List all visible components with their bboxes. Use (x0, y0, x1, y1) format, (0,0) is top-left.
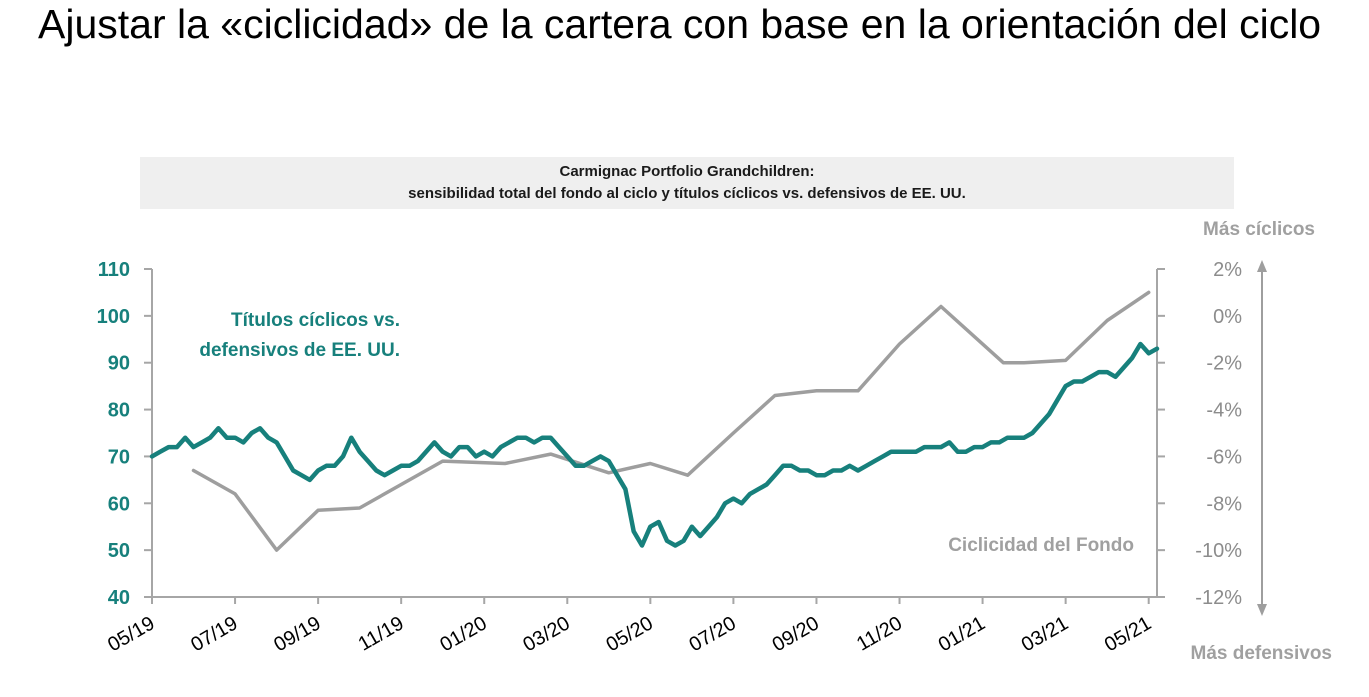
left-axis-tick-label: 90 (108, 353, 130, 375)
gray-series-label: Ciclicidad del Fondo (948, 535, 1134, 556)
x-axis-tick-label: 01/21 (935, 612, 989, 656)
fund-cyclicality-series (191, 290, 1151, 552)
right-axis-tick-label: -4% (1206, 400, 1242, 422)
slide-title: Ajustar la «ciclicidad» de la cartera co… (38, 1, 1322, 47)
right-axis-tick-label: 0% (1213, 306, 1242, 328)
x-axis-tick-label: 05/20 (602, 612, 656, 656)
teal-series-line (149, 341, 1160, 548)
left-axis-tick-label: 70 (108, 446, 130, 468)
x-axis-tick-label: 09/20 (769, 612, 823, 656)
left-axis-tick-label: 110 (98, 259, 130, 281)
chart-axes (144, 260, 1267, 616)
right-axis-tick-label: 2% (1213, 259, 1242, 281)
x-axis-tick-label: 03/21 (1018, 612, 1072, 656)
x-axis-tick-label: 03/20 (519, 612, 573, 656)
arrow-up-head (1257, 260, 1267, 272)
x-axis-tick-label: 05/21 (1101, 612, 1155, 656)
x-axis-tick-label: 05/19 (104, 612, 158, 656)
cyclicals-vs-defensives-series (149, 341, 1160, 548)
right-axis-tick-label: -10% (1195, 540, 1242, 562)
teal-series-label-line-1: Títulos cíclicos vs. (231, 310, 400, 331)
x-axis-tick-label: 07/20 (686, 612, 740, 656)
x-axis-tick-label: 11/20 (853, 612, 906, 655)
left-axis-tick-label: 40 (108, 587, 130, 609)
more-defensive-label: Más defensivos (1191, 643, 1333, 664)
left-axis-tick-label: 50 (108, 540, 130, 562)
right-axis-tick-label: -8% (1206, 493, 1242, 515)
teal-series-label-line-2: defensivos de EE. UU. (199, 340, 400, 361)
right-axis-tick-label: -6% (1206, 446, 1242, 468)
chart-title-box: Carmignac Portfolio Grandchildren: sensi… (140, 157, 1234, 209)
left-axis-tick-label: 100 (97, 306, 130, 328)
arrow-down-head (1257, 604, 1267, 616)
more-cyclical-label: Más cíclicos (1203, 219, 1315, 240)
right-axis-tick-label: -12% (1195, 587, 1242, 609)
right-axis-tick-label: -2% (1206, 353, 1242, 375)
chart-title-line-2: sensibilidad total del fondo al ciclo y … (408, 185, 966, 202)
left-axis-tick-label: 80 (108, 400, 130, 422)
chart-title-line-1: Carmignac Portfolio Grandchildren: (559, 163, 815, 180)
left-axis-tick-label: 60 (108, 493, 130, 515)
gray-series-line (191, 290, 1151, 552)
x-axis-tick-label: 01/20 (436, 612, 490, 656)
x-axis-tick-label: 09/19 (270, 612, 324, 656)
x-axis-tick-label: 11/19 (355, 612, 408, 655)
x-axis-tick-label: 07/19 (187, 612, 241, 656)
